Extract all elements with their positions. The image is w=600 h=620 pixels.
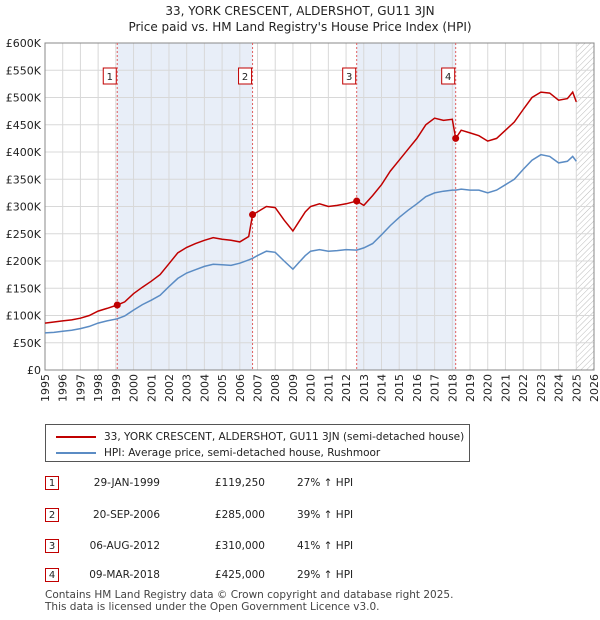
sale-marker-box bbox=[441, 67, 456, 85]
x-tick-label: 2008 bbox=[269, 374, 282, 402]
sale-point bbox=[452, 134, 460, 142]
y-tick-label: £600K bbox=[6, 37, 42, 50]
legend: 33, YORK CRESCENT, ALDERSHOT, GU11 3JN (… bbox=[45, 424, 470, 462]
x-tick-label: 2023 bbox=[535, 374, 548, 402]
chart-subtitle: Price paid vs. HM Land Registry's House … bbox=[128, 20, 471, 34]
x-tick-label: 2025 bbox=[570, 374, 583, 402]
y-tick-label: £550K bbox=[6, 64, 42, 77]
x-tick-label: 2019 bbox=[464, 374, 477, 402]
transaction-badge: 3 bbox=[45, 539, 59, 553]
x-tick-label: 2006 bbox=[234, 374, 247, 402]
transaction-price: £119,250 bbox=[214, 477, 265, 489]
x-tick-label: 2020 bbox=[482, 374, 495, 402]
x-tick-label: 2003 bbox=[181, 374, 194, 402]
hpi-line bbox=[44, 153, 577, 334]
x-tick-label: 2016 bbox=[411, 374, 424, 402]
y-tick-label: £200K bbox=[6, 255, 42, 268]
sale-marker-label: 1 bbox=[107, 72, 113, 83]
transaction-price: £310,000 bbox=[214, 540, 265, 552]
x-tick-label: 2000 bbox=[128, 374, 141, 402]
x-tick-label: 2014 bbox=[375, 374, 388, 402]
sale-marker-box bbox=[342, 67, 357, 85]
y-tick-label: £400K bbox=[6, 146, 42, 159]
transaction-price: £285,000 bbox=[214, 509, 265, 521]
transaction-date: 06-AUG-2012 bbox=[89, 540, 160, 552]
x-tick-label: 2017 bbox=[429, 374, 442, 402]
y-tick-label: £50K bbox=[13, 337, 42, 350]
footer: Contains HM Land Registry data © Crown c… bbox=[45, 589, 453, 613]
sale-point bbox=[249, 211, 257, 219]
x-tick-label: 2015 bbox=[393, 374, 406, 402]
transaction-date: 20-SEP-2006 bbox=[92, 509, 160, 521]
y-tick-label: £150K bbox=[6, 282, 42, 295]
y-tick-label: £500K bbox=[6, 92, 42, 105]
x-tick-label: 2011 bbox=[322, 374, 335, 402]
legend-item-property: 33, YORK CRESCENT, ALDERSHOT, GU11 3JN (… bbox=[56, 429, 464, 445]
sale-marker-label: 3 bbox=[346, 72, 352, 83]
transaction-badge: 4 bbox=[45, 568, 59, 582]
x-tick-label: 2007 bbox=[252, 374, 265, 402]
x-tick-label: 2024 bbox=[553, 374, 566, 402]
y-tick-label: £100K bbox=[6, 310, 42, 323]
legend-swatch-hpi bbox=[56, 452, 96, 454]
footer-license: This data is licensed under the Open Gov… bbox=[45, 601, 380, 613]
x-tick-label: 1999 bbox=[110, 374, 123, 402]
legend-label-hpi: HPI: Average price, semi-detached house,… bbox=[104, 447, 381, 459]
x-tick-label: 1997 bbox=[74, 374, 87, 402]
x-tick-label: 2026 bbox=[588, 374, 600, 402]
x-tick-label: 1995 bbox=[39, 374, 52, 402]
x-tick-label: 2004 bbox=[198, 374, 211, 402]
y-tick-label: £350K bbox=[6, 173, 42, 186]
footer-copyright: Contains HM Land Registry data © Crown c… bbox=[45, 589, 454, 601]
x-tick-label: 2022 bbox=[517, 374, 530, 402]
transaction-date: 29-JAN-1999 bbox=[93, 477, 160, 489]
sale-marker-box bbox=[238, 67, 253, 85]
property-price-line bbox=[44, 90, 578, 324]
transaction-hpi: 29% ↑ HPI bbox=[297, 569, 354, 581]
x-tick-label: 2001 bbox=[145, 374, 158, 402]
y-tick-label: £0 bbox=[27, 364, 41, 377]
sale-marker-label: 4 bbox=[445, 72, 451, 83]
legend-label-property: 33, YORK CRESCENT, ALDERSHOT, GU11 3JN (… bbox=[104, 431, 465, 443]
x-tick-label: 2018 bbox=[446, 374, 459, 402]
x-tick-label: 2021 bbox=[499, 374, 512, 402]
x-tick-label: 1996 bbox=[57, 374, 70, 402]
legend-item-hpi: HPI: Average price, semi-detached house,… bbox=[56, 445, 380, 461]
sale-point bbox=[353, 197, 361, 205]
x-tick-label: 2013 bbox=[358, 374, 371, 402]
plot-frame bbox=[44, 42, 595, 371]
x-tick-label: 2012 bbox=[340, 374, 353, 402]
transaction-badge: 1 bbox=[45, 476, 59, 490]
y-tick-label: £300K bbox=[6, 201, 42, 214]
transaction-badge: 2 bbox=[45, 508, 59, 522]
x-tick-label: 2009 bbox=[287, 374, 300, 402]
x-tick-label: 1998 bbox=[92, 374, 105, 402]
x-tick-label: 2005 bbox=[216, 374, 229, 402]
chart-title: 33, YORK CRESCENT, ALDERSHOT, GU11 3JN bbox=[165, 4, 434, 18]
transaction-date: 09-MAR-2018 bbox=[89, 569, 160, 581]
transaction-hpi: 39% ↑ HPI bbox=[297, 509, 354, 521]
x-tick-label: 2002 bbox=[163, 374, 176, 402]
transaction-hpi: 27% ↑ HPI bbox=[297, 477, 354, 489]
sale-marker-label: 2 bbox=[242, 72, 248, 83]
x-tick-label: 2010 bbox=[305, 374, 318, 402]
sale-point bbox=[113, 301, 121, 309]
legend-swatch-property bbox=[56, 436, 96, 438]
price-chart: 33, YORK CRESCENT, ALDERSHOT, GU11 3JN P… bbox=[6, 4, 600, 402]
transaction-price: £425,000 bbox=[214, 569, 265, 581]
y-tick-label: £450K bbox=[6, 119, 42, 132]
y-tick-label: £250K bbox=[6, 228, 42, 241]
sale-marker-box bbox=[102, 67, 117, 85]
transaction-hpi: 41% ↑ HPI bbox=[297, 540, 354, 552]
